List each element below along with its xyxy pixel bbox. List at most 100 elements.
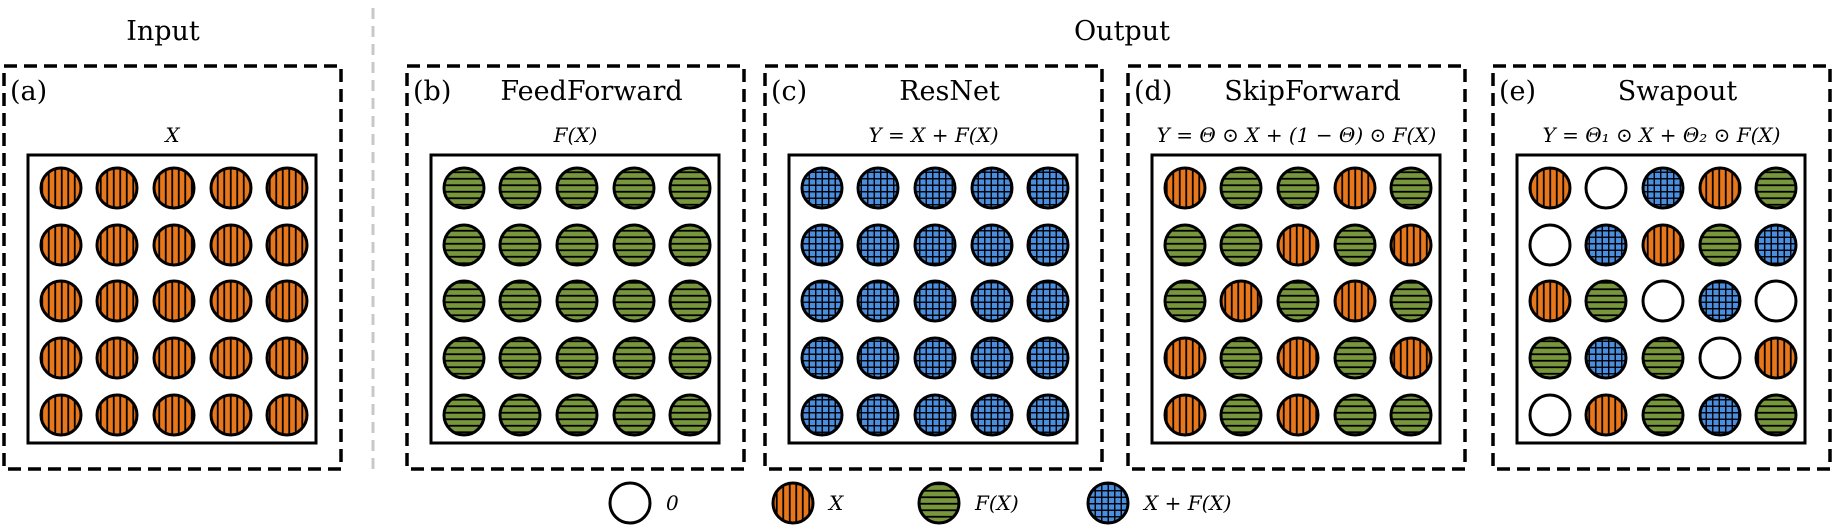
node-x-plus-fx <box>970 336 1014 380</box>
node-x-plus-fx <box>913 336 957 380</box>
node-fx <box>668 336 712 380</box>
node-fx <box>555 336 599 380</box>
node-x <box>265 393 309 437</box>
node-x-plus-fx <box>970 393 1014 437</box>
node-x <box>39 279 83 323</box>
panel-label: (c) <box>771 76 807 107</box>
node-x-plus-fx <box>1754 223 1798 267</box>
node-fx <box>442 223 486 267</box>
node-x <box>152 223 196 267</box>
node-x <box>1641 223 1685 267</box>
section-output-title: Output <box>1074 16 1170 47</box>
node-fx <box>1163 223 1207 267</box>
panel-label: (a) <box>10 76 47 107</box>
panel-title: Swapout <box>1618 76 1738 107</box>
panel-label: (d) <box>1134 76 1172 107</box>
node-fx <box>1754 393 1798 437</box>
node-x <box>1698 166 1742 210</box>
node-x-plus-fx <box>1584 336 1628 380</box>
panel-title: ResNet <box>899 76 1000 107</box>
section-input-title: Input <box>126 16 200 47</box>
node-fx <box>555 279 599 323</box>
node-x <box>1389 336 1433 380</box>
node-x <box>39 223 83 267</box>
node-fx <box>612 393 656 437</box>
grid-frame <box>1150 153 1442 445</box>
node-fx <box>1219 336 1263 380</box>
node-x-plus-fx <box>913 223 957 267</box>
node-fx <box>1219 223 1263 267</box>
node-fx <box>1276 279 1320 323</box>
grid-frame <box>1515 153 1807 445</box>
node-x-plus-fx <box>800 393 844 437</box>
panels-group: (a) X (b) FeedForward F(X) (c) ResNet Y = X + F… <box>2 64 1832 471</box>
panel-e: (e) Swapout Y = Θ₁ ⊙ X + Θ₂ ⊙ F(X) <box>1491 64 1832 471</box>
node-x-plus-fx <box>1026 336 1070 380</box>
node-x <box>1219 279 1263 323</box>
node-fx <box>1641 393 1685 437</box>
node-fx <box>1389 166 1433 210</box>
node-fx <box>1333 336 1377 380</box>
node-zero <box>1528 393 1572 437</box>
legend-label: X + F(X) <box>1142 491 1231 515</box>
node-x <box>95 223 139 267</box>
node-x-plus-fx <box>1026 279 1070 323</box>
node-zero <box>1698 336 1742 380</box>
legend-label: F(X) <box>974 491 1019 515</box>
panel-dashed-border <box>2 64 343 471</box>
node-x <box>209 393 253 437</box>
legend-swatch-zero <box>608 481 652 525</box>
legend-label: 0 <box>666 491 679 515</box>
legend: 0 X F(X) X + F(X) <box>608 481 1231 525</box>
node-x <box>95 393 139 437</box>
panel-label: (e) <box>1499 76 1536 107</box>
node-x-plus-fx <box>800 336 844 380</box>
legend-item-x: X <box>771 481 844 525</box>
legend-swatch-x-plus-fx <box>1086 481 1130 525</box>
node-x <box>265 223 309 267</box>
node-fx <box>555 393 599 437</box>
node-x-plus-fx <box>1026 166 1070 210</box>
node-fx <box>442 393 486 437</box>
node-fx <box>1333 223 1377 267</box>
node-x <box>1276 336 1320 380</box>
node-x-plus-fx <box>856 393 900 437</box>
node-x-plus-fx <box>856 279 900 323</box>
node-x-plus-fx <box>1698 393 1742 437</box>
node-x <box>152 166 196 210</box>
panel-formula: Y = Θ₁ ⊙ X + Θ₂ ⊙ F(X) <box>1543 123 1781 147</box>
node-x-plus-fx <box>913 279 957 323</box>
node-x <box>265 279 309 323</box>
node-x <box>95 166 139 210</box>
node-x <box>95 279 139 323</box>
grid-frame <box>429 153 721 445</box>
grid-frame <box>26 153 318 445</box>
node-x-plus-fx <box>970 166 1014 210</box>
panel-formula: Y = X + F(X) <box>868 123 998 147</box>
panel-title: SkipForward <box>1224 76 1401 107</box>
node-fx <box>612 166 656 210</box>
node-x-plus-fx <box>1584 223 1628 267</box>
node-x <box>1276 393 1320 437</box>
panel-c: (c) ResNet Y = X + F(X) <box>763 64 1104 471</box>
node-fx <box>1528 336 1572 380</box>
node-fx <box>498 223 542 267</box>
node-x <box>1163 336 1207 380</box>
node-x <box>1333 279 1377 323</box>
node-fx <box>1219 166 1263 210</box>
node-fx <box>1219 393 1263 437</box>
panel-title: FeedForward <box>500 76 682 107</box>
node-x <box>209 166 253 210</box>
node-x-plus-fx <box>800 223 844 267</box>
node-x <box>209 223 253 267</box>
node-x-plus-fx <box>1026 223 1070 267</box>
node-x <box>39 336 83 380</box>
legend-item-fx: F(X) <box>917 481 1019 525</box>
node-fx <box>498 336 542 380</box>
node-fx <box>442 166 486 210</box>
node-x-plus-fx <box>1698 279 1742 323</box>
node-x <box>1584 393 1628 437</box>
node-zero <box>1584 166 1628 210</box>
node-fx <box>1163 279 1207 323</box>
